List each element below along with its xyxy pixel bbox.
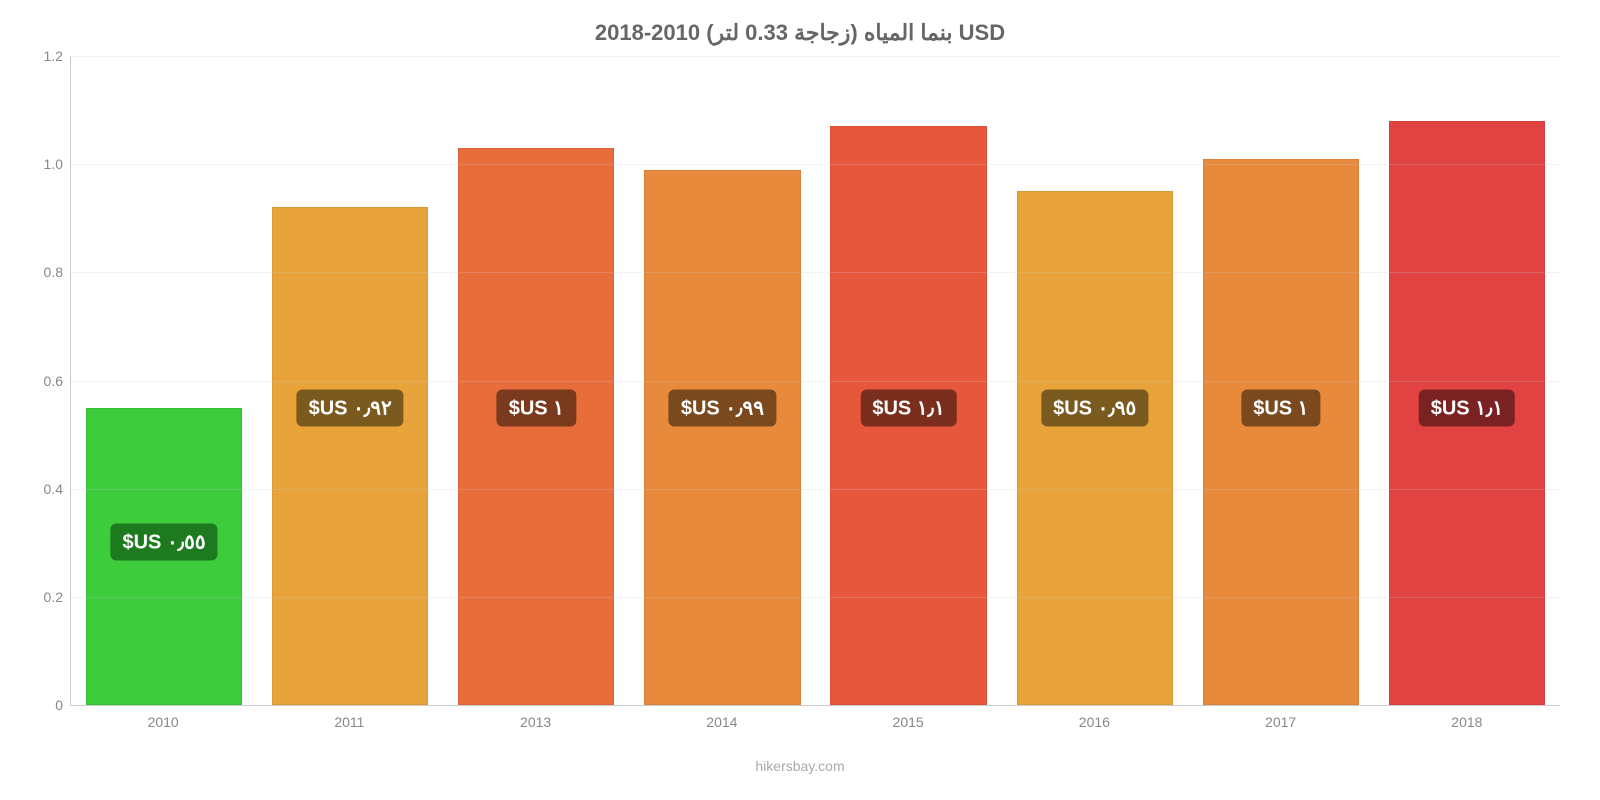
x-tick-label: 2018 (1374, 706, 1560, 736)
bar: ١ US$ (1203, 159, 1359, 705)
attribution-text: hikersbay.com (40, 758, 1560, 774)
bar-value-label: ٠٫٩٩ US$ (669, 389, 776, 426)
plot-area: ٠٫٥٥ US$ ٠٫٩٢ US$ ١ US$ ٠٫٩٩ US$ ١٫١ US$ ٠٫٩٥… (70, 56, 1560, 736)
bar: ٠٫٩٩ US$ (644, 170, 800, 705)
y-tick-label: 0.2 (44, 589, 71, 605)
bar-value-label: ١ US$ (497, 389, 576, 426)
y-tick-label: 0.4 (44, 481, 71, 497)
gridline (71, 272, 1560, 273)
bar-value-label: ٠٫٩٢ US$ (297, 389, 404, 426)
y-tick-label: 0.8 (44, 264, 71, 280)
bar-value-label: ٠٫٩٥ US$ (1041, 389, 1148, 426)
bar-value-label: ١ US$ (1241, 389, 1320, 426)
gridline (71, 597, 1560, 598)
y-tick-label: 0 (55, 697, 71, 713)
x-tick-label: 2017 (1188, 706, 1374, 736)
x-tick-label: 2016 (1001, 706, 1187, 736)
chart-container: بنما المياه (زجاجة 0.33 لتر) 2010-2018 U… (40, 20, 1560, 780)
chart-title: بنما المياه (زجاجة 0.33 لتر) 2010-2018 U… (40, 20, 1560, 46)
gridline (71, 381, 1560, 382)
y-tick-label: 1.2 (44, 48, 71, 64)
x-tick-label: 2010 (70, 706, 256, 736)
bar: ٠٫٩٥ US$ (1017, 191, 1173, 705)
bar: ١٫١ US$ (1389, 121, 1545, 705)
bar-value-label: ١٫١ US$ (1419, 389, 1515, 426)
y-tick-label: 1.0 (44, 156, 71, 172)
x-tick-label: 2014 (629, 706, 815, 736)
plot: ٠٫٥٥ US$ ٠٫٩٢ US$ ١ US$ ٠٫٩٩ US$ ١٫١ US$ ٠٫٩٥… (70, 56, 1560, 706)
y-tick-label: 0.6 (44, 373, 71, 389)
x-axis: 20102011201320142015201620172018 (70, 706, 1560, 736)
gridline (71, 489, 1560, 490)
bar: ١٫١ US$ (830, 126, 986, 705)
bar: ٠٫٥٥ US$ (86, 408, 242, 705)
bar-value-label: ٠٫٥٥ US$ (110, 523, 217, 560)
x-tick-label: 2013 (443, 706, 629, 736)
bar-value-label: ١٫١ US$ (860, 389, 956, 426)
bar: ١ US$ (458, 148, 614, 705)
x-tick-label: 2011 (256, 706, 442, 736)
bar: ٠٫٩٢ US$ (272, 207, 428, 705)
gridline (71, 56, 1560, 57)
gridline (71, 164, 1560, 165)
x-tick-label: 2015 (815, 706, 1001, 736)
